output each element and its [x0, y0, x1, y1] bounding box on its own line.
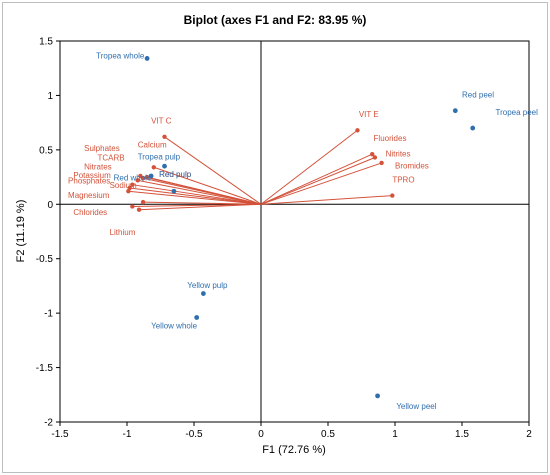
variable-point	[136, 207, 142, 212]
y-tick-label: -2	[44, 418, 53, 429]
y-axis-label: F2 (11.19 %)	[15, 200, 27, 263]
variable-label: Nitrates	[84, 162, 112, 171]
variable-label: Magnesium	[68, 191, 110, 200]
variable-label: Lithium	[110, 228, 136, 237]
variable-point	[390, 193, 395, 198]
x-tick-label: 1	[392, 429, 398, 440]
y-tick-label: 1	[47, 91, 53, 102]
variable-label: Red pulp	[159, 170, 192, 179]
variable-vector	[260, 195, 393, 205]
variable-label: VIT E	[359, 110, 379, 119]
variable-label: TPRO	[392, 176, 414, 185]
y-tick-label: 1.5	[39, 37, 53, 48]
y-tick-label: 0.5	[39, 145, 53, 156]
x-axis-label: F1 (72.76 %)	[262, 444, 326, 456]
variable-vector	[139, 203, 262, 211]
observation-point	[171, 188, 177, 194]
x-tick-label: -0.5	[185, 429, 203, 440]
observation-label: Tropea whole	[96, 51, 145, 60]
y-tick-label: -1.5	[36, 363, 54, 374]
variable-vector	[129, 187, 262, 205]
x-tick-label: -1.5	[51, 429, 69, 440]
x-tick-label: 1.5	[455, 429, 469, 440]
variable-point	[144, 174, 150, 180]
observation-label: Red whole	[114, 173, 152, 182]
variable-vector	[132, 184, 262, 205]
variable-label: TCARB	[98, 154, 125, 163]
variable-point	[135, 178, 140, 183]
x-tick-label: 0	[258, 429, 264, 440]
variable-label: VIT C	[151, 117, 172, 126]
axis-ticks: -1.5 -1 -0.5 0 0.5 1 1.5 2-2-1.5-1-0.500.511.5	[36, 37, 532, 441]
variable-point	[370, 152, 375, 157]
observation-point	[200, 291, 206, 296]
observation-points	[144, 56, 476, 399]
variable-label: Bromides	[395, 161, 429, 170]
x-tick-label: 0.5	[321, 429, 335, 440]
chart-title: Biplot (axes F1 and F2: 83.95 %)	[184, 13, 367, 27]
y-tick-label: -1	[44, 309, 53, 320]
observation-point	[162, 163, 167, 169]
x-tick-label: -1	[123, 429, 132, 440]
variable-vector	[132, 203, 262, 207]
variable-point	[130, 204, 135, 209]
observation-point	[452, 108, 458, 114]
variable-vector	[143, 201, 262, 205]
variable-vector	[128, 190, 262, 205]
observation-label: Tropea pulp	[138, 153, 181, 162]
variable-vector	[260, 162, 382, 205]
variable-point	[151, 165, 156, 170]
variable-point	[126, 189, 131, 194]
observation-label: Red peel	[462, 91, 494, 100]
observation-point	[194, 315, 200, 320]
observation-label: Yellow pulp	[187, 281, 228, 290]
observation-point	[375, 393, 380, 399]
variable-point	[140, 175, 146, 181]
variable-point	[355, 128, 360, 133]
zero-axes	[60, 41, 529, 422]
observation-label: Yellow peel	[396, 402, 436, 411]
variable-point	[140, 199, 146, 205]
variable-vector	[142, 177, 262, 205]
plot-area	[59, 40, 530, 423]
variable-vector	[260, 153, 373, 205]
variable-point	[372, 155, 378, 160]
variable-label: Nitrites	[386, 149, 411, 158]
variable-vector	[137, 179, 262, 205]
variable-point	[379, 160, 384, 166]
variable-point	[162, 134, 167, 139]
variable-label: Calcium	[138, 141, 167, 150]
variable-point	[130, 182, 135, 187]
variable-vectors	[126, 128, 395, 212]
variable-label: Sulphates	[84, 144, 120, 153]
variable-label: Sodium	[110, 181, 137, 190]
observation-point	[144, 56, 150, 61]
variable-label: Phosphates	[68, 177, 110, 186]
observation-point	[148, 173, 154, 179]
variable-vector	[260, 129, 358, 205]
y-tick-label: -0.5	[36, 254, 54, 265]
variable-vector	[164, 136, 262, 205]
observation-point	[470, 125, 476, 131]
variable-label: Chlorides	[73, 208, 107, 217]
x-tick-label: 2	[526, 429, 532, 440]
observation-label: Yellow whole	[151, 321, 198, 330]
variable-label: Potassium	[73, 171, 111, 180]
observation-label: Red pulp	[159, 170, 192, 179]
variable-vector	[260, 157, 376, 205]
variable-vector	[153, 166, 262, 205]
observation-label: Tropea peel	[496, 108, 539, 117]
variable-label: Fluorides	[374, 134, 407, 143]
y-tick-label: 0	[47, 200, 53, 211]
